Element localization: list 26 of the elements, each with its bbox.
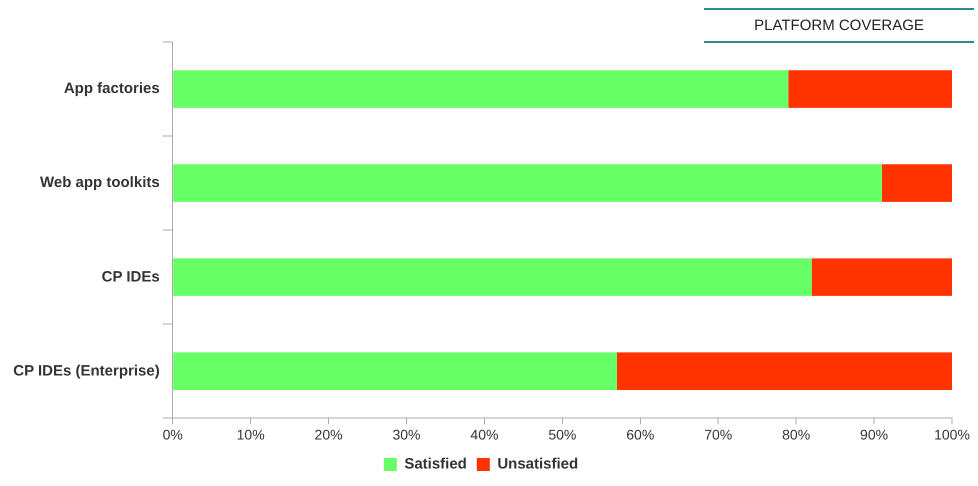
bar [173,164,882,202]
x-tick-label: 40% [470,426,498,442]
bar [812,258,952,296]
legend-label: Unsatisfied [497,456,578,473]
y-tick-label: Web app toolkits [40,174,160,192]
bar [173,352,617,390]
bar [173,70,788,108]
y-tick-label: App factories [64,80,160,98]
bar [882,164,952,202]
bar [788,70,952,108]
x-tick-label: 50% [548,426,576,442]
x-tick-label: 80% [782,426,810,442]
x-tick-label: 70% [704,426,732,442]
x-tick-label: 0% [162,426,183,442]
y-tick-label: CP IDEs [102,268,160,286]
x-tick-label: 30% [392,426,421,442]
y-tick-label: CP IDEs (Enterprise) [13,362,160,380]
legend-label: Satisfied [404,456,467,473]
x-tick-label: 90% [860,426,888,442]
x-tick-label: 100% [934,426,970,442]
bar [616,352,952,390]
x-tick-label: 10% [236,426,265,442]
bar [173,258,812,296]
x-tick-label: 20% [314,426,343,442]
chart-title: PLATFORM COVERAGE [704,8,974,43]
x-tick-label: 60% [626,426,654,442]
